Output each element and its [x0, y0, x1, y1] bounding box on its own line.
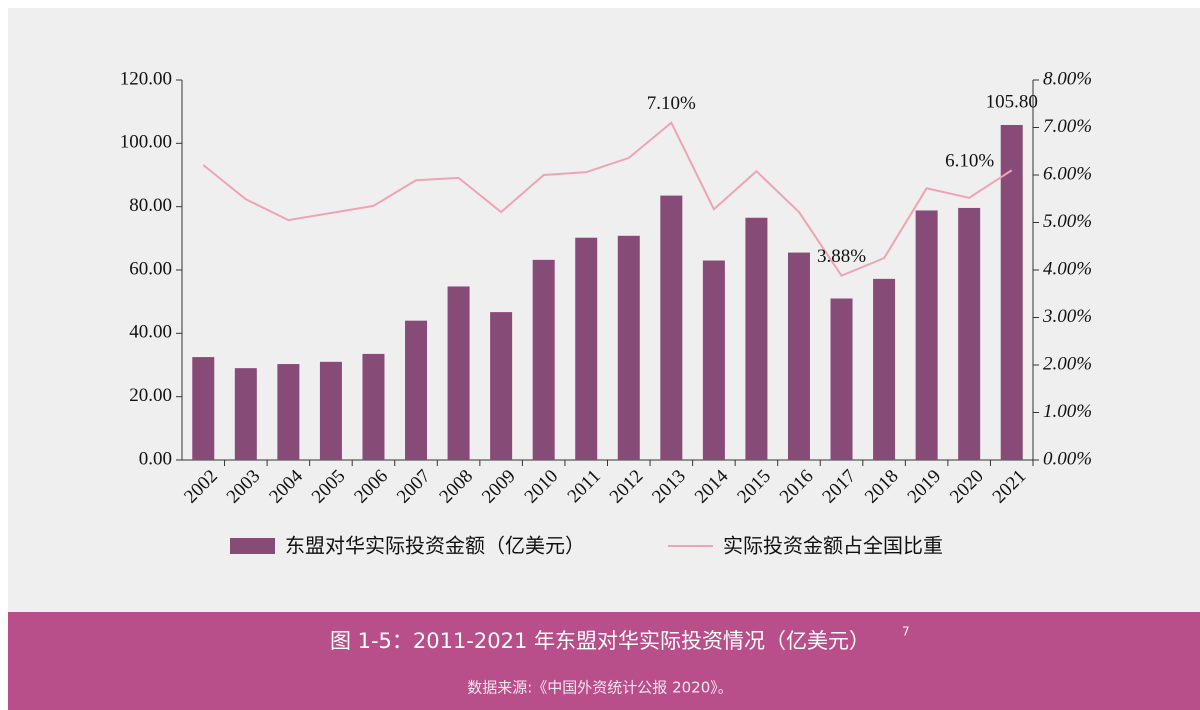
y2-tick-label: 8.00%: [1043, 68, 1092, 89]
y2-tick-label: 1.00%: [1043, 401, 1092, 422]
y2-tick-label: 3.00%: [1042, 306, 1092, 327]
bar: [702, 260, 725, 460]
data-label: 105.80: [986, 91, 1038, 112]
bar: [234, 368, 257, 460]
y-tick-label: 0.00: [139, 448, 172, 469]
bar: [277, 364, 300, 460]
bar: [958, 207, 981, 460]
y-tick-label: 100.00: [120, 132, 172, 153]
legend-label: 东盟对华实际投资金额（亿美元）: [285, 534, 585, 558]
caption-title: 图 1-5：2011-2021 年东盟对华实际投资情况（亿美元）: [330, 629, 870, 653]
data-label: 3.88%: [817, 246, 866, 267]
bar: [319, 361, 342, 460]
y2-tick-label: 2.00%: [1043, 353, 1092, 374]
bar: [915, 210, 938, 460]
legend-swatch: [230, 538, 275, 554]
caption-footnote: 7: [902, 625, 910, 639]
y2-tick-label: 4.00%: [1043, 258, 1092, 279]
line: [202, 121, 1013, 277]
data-label: 6.10%: [945, 151, 994, 172]
bar: [575, 237, 598, 460]
y2-tick-label: 0.00%: [1043, 448, 1092, 469]
y-tick-label: 80.00: [129, 195, 172, 216]
bar: [660, 195, 683, 461]
bar: [447, 286, 470, 460]
y-tick-label: 40.00: [129, 322, 172, 343]
bar: [192, 357, 215, 460]
y2-tick-label: 6.00%: [1043, 163, 1092, 184]
bar: [873, 278, 896, 460]
y2-tick-label: 5.00%: [1043, 211, 1092, 232]
bar: [787, 252, 810, 460]
y-tick-label: 120.00: [120, 68, 172, 89]
bar: [405, 320, 428, 460]
bar: [745, 217, 768, 460]
y-tick-label: 60.00: [129, 258, 172, 279]
bar: [617, 235, 640, 460]
bar: [362, 353, 385, 460]
y-tick-label: 20.00: [129, 385, 172, 406]
legend-label: 实际投资金额占全国比重: [723, 534, 943, 558]
caption-source: 数据来源:《中国外资统计公报 2020》。: [467, 679, 733, 697]
bar: [830, 298, 853, 460]
y2-tick-label: 7.00%: [1043, 116, 1092, 137]
bar: [490, 312, 513, 460]
bar: [1000, 124, 1023, 460]
data-label: 7.10%: [647, 93, 696, 114]
bar: [532, 259, 555, 460]
caption-band: [8, 612, 1200, 710]
